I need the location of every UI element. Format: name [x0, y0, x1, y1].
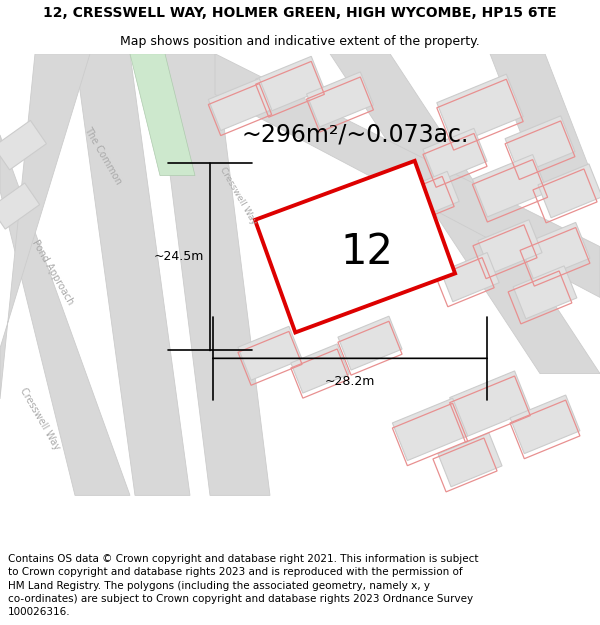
- Polygon shape: [510, 395, 580, 454]
- Polygon shape: [338, 316, 402, 370]
- Text: The Common: The Common: [82, 124, 124, 186]
- Text: Contains OS data © Crown copyright and database right 2021. This information is : Contains OS data © Crown copyright and d…: [8, 554, 478, 617]
- Polygon shape: [437, 74, 523, 145]
- Polygon shape: [0, 54, 90, 399]
- Text: ~28.2m: ~28.2m: [325, 374, 375, 388]
- Polygon shape: [307, 72, 373, 127]
- Polygon shape: [0, 135, 130, 496]
- Polygon shape: [75, 54, 190, 496]
- Polygon shape: [441, 253, 499, 302]
- Text: 12, CRESSWELL WAY, HOLMER GREEN, HIGH WYCOMBE, HP15 6TE: 12, CRESSWELL WAY, HOLMER GREEN, HIGH WY…: [43, 6, 557, 21]
- Text: Cresswell Way: Cresswell Way: [18, 386, 62, 452]
- Polygon shape: [478, 220, 542, 274]
- Polygon shape: [490, 54, 600, 196]
- Polygon shape: [215, 54, 600, 298]
- Polygon shape: [0, 121, 46, 170]
- Polygon shape: [520, 222, 590, 281]
- Polygon shape: [256, 56, 325, 112]
- Polygon shape: [401, 171, 459, 221]
- Polygon shape: [513, 266, 577, 319]
- Text: 12: 12: [341, 231, 394, 272]
- Polygon shape: [255, 161, 455, 332]
- Polygon shape: [538, 164, 600, 217]
- Text: ~24.5m: ~24.5m: [154, 250, 204, 263]
- Polygon shape: [130, 54, 195, 176]
- Polygon shape: [392, 398, 467, 461]
- Text: ~296m²/~0.073ac.: ~296m²/~0.073ac.: [241, 123, 469, 147]
- Polygon shape: [449, 371, 530, 437]
- Polygon shape: [423, 128, 487, 182]
- Polygon shape: [505, 116, 575, 174]
- Text: Map shows position and indicative extent of the property.: Map shows position and indicative extent…: [120, 36, 480, 48]
- Polygon shape: [155, 54, 270, 496]
- Polygon shape: [472, 154, 548, 217]
- Polygon shape: [0, 183, 40, 229]
- Text: Pond Approach: Pond Approach: [31, 238, 76, 306]
- Polygon shape: [238, 326, 302, 380]
- Polygon shape: [330, 54, 600, 374]
- Polygon shape: [438, 433, 502, 487]
- Polygon shape: [291, 344, 349, 393]
- Polygon shape: [208, 79, 272, 131]
- Text: Cresswell Way: Cresswell Way: [218, 166, 258, 226]
